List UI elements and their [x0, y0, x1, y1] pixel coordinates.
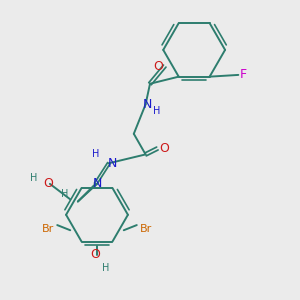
- Text: Br: Br: [42, 224, 55, 235]
- Text: O: O: [159, 142, 169, 155]
- Text: O: O: [44, 177, 53, 190]
- Text: Br: Br: [140, 224, 152, 235]
- Text: H: H: [30, 173, 38, 183]
- Text: N: N: [93, 177, 103, 190]
- Text: F: F: [240, 68, 247, 81]
- Text: O: O: [153, 60, 163, 73]
- Text: H: H: [92, 149, 99, 159]
- Text: N: N: [108, 157, 117, 170]
- Text: H: H: [153, 106, 160, 116]
- Text: H: H: [61, 189, 68, 199]
- Text: H: H: [102, 263, 109, 273]
- Text: O: O: [91, 248, 100, 261]
- Text: N: N: [142, 98, 152, 111]
